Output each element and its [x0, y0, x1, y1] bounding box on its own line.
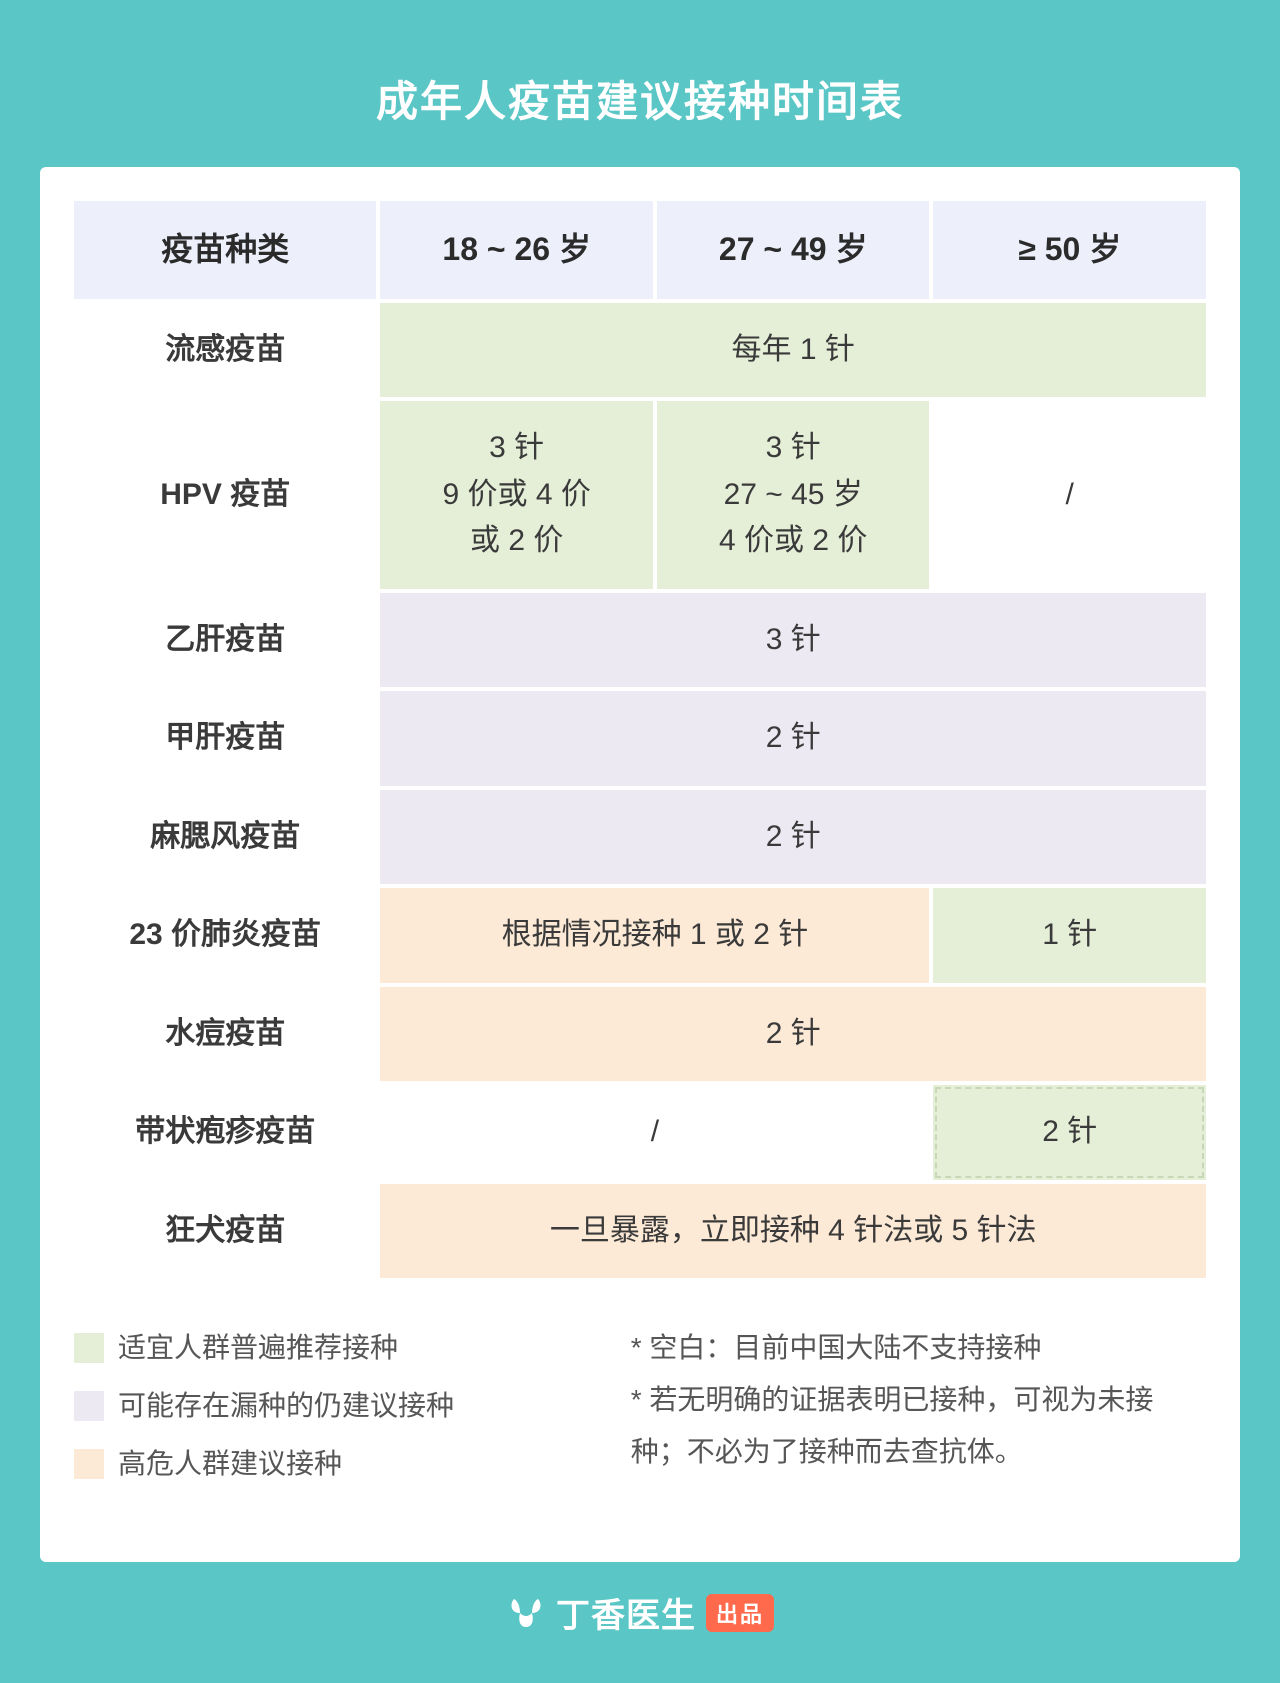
legend-note: * 空白：目前中国大陆不支持接种 — [631, 1322, 1206, 1374]
cell-varicella-all: 2 针 — [380, 987, 1206, 1082]
table-row: 水痘疫苗 2 针 — [74, 987, 1206, 1082]
cell-hepb-all: 3 针 — [380, 593, 1206, 688]
row-label-pneum23: 23 价肺炎疫苗 — [74, 888, 376, 983]
col-header-age3: ≥ 50 岁 — [933, 201, 1206, 299]
brand-name: 丁香医生 — [556, 1588, 696, 1637]
table-row: 乙肝疫苗 3 针 — [74, 593, 1206, 688]
row-label-hepa: 甲肝疫苗 — [74, 691, 376, 786]
cell-hpv-50: / — [933, 401, 1206, 589]
brand-badge: 出品 — [706, 1594, 774, 1632]
cell-hpv-2749: 3 针27 ~ 45 岁4 价或 2 价 — [657, 401, 930, 589]
cell-pneum23-50: 1 针 — [933, 888, 1206, 983]
swatch-purple — [74, 1391, 104, 1421]
legend-label: 适宜人群普遍推荐接种 — [118, 1322, 398, 1374]
row-label-mmr: 麻腮风疫苗 — [74, 790, 376, 885]
legend-label: 可能存在漏种的仍建议接种 — [118, 1380, 454, 1432]
row-label-varicella: 水痘疫苗 — [74, 987, 376, 1082]
legend-label: 高危人群建议接种 — [118, 1438, 342, 1490]
table-row: 狂犬疫苗 一旦暴露，立即接种 4 针法或 5 针法 — [74, 1184, 1206, 1279]
row-label-hpv: HPV 疫苗 — [74, 401, 376, 589]
cell-shingles-under50: / — [380, 1085, 929, 1180]
legend-item: 高危人群建议接种 — [74, 1438, 595, 1490]
legend-notes: * 空白：目前中国大陆不支持接种 * 若无明确的证据表明已接种，可视为未接种；不… — [631, 1322, 1206, 1495]
legend-swatch-list: 适宜人群普遍推荐接种 可能存在漏种的仍建议接种 高危人群建议接种 — [74, 1322, 595, 1495]
row-label-rabies: 狂犬疫苗 — [74, 1184, 376, 1279]
legend-item: 适宜人群普遍推荐接种 — [74, 1322, 595, 1374]
table-row: 麻腮风疫苗 2 针 — [74, 790, 1206, 885]
swatch-orange — [74, 1449, 104, 1479]
cell-rabies-all: 一旦暴露，立即接种 4 针法或 5 针法 — [380, 1184, 1206, 1279]
content-card: 疫苗种类 18 ~ 26 岁 27 ~ 49 岁 ≥ 50 岁 流感疫苗 每年 … — [40, 167, 1240, 1562]
infographic-container: 成年人疫苗建议接种时间表 疫苗种类 18 ~ 26 岁 27 ~ 49 岁 ≥ … — [40, 40, 1240, 1643]
table-row: 流感疫苗 每年 1 针 — [74, 303, 1206, 398]
legend-area: 适宜人群普遍推荐接种 可能存在漏种的仍建议接种 高危人群建议接种 * 空白：目前… — [70, 1322, 1210, 1495]
legend-note: * 若无明确的证据表明已接种，可视为未接种；不必为了接种而去查抗体。 — [631, 1374, 1206, 1478]
legend-item: 可能存在漏种的仍建议接种 — [74, 1380, 595, 1432]
cell-shingles-50: 2 针 — [933, 1085, 1206, 1180]
cell-hpv-1826: 3 针9 价或 4 价或 2 价 — [380, 401, 653, 589]
col-header-type: 疫苗种类 — [74, 201, 376, 299]
col-header-age1: 18 ~ 26 岁 — [380, 201, 653, 299]
cell-flu-all: 每年 1 针 — [380, 303, 1206, 398]
butterfly-icon — [506, 1593, 546, 1633]
cell-mmr-all: 2 针 — [380, 790, 1206, 885]
table-row: 23 价肺炎疫苗 根据情况接种 1 或 2 针 1 针 — [74, 888, 1206, 983]
page-title: 成年人疫苗建议接种时间表 — [40, 40, 1240, 167]
row-label-hepb: 乙肝疫苗 — [74, 593, 376, 688]
col-header-age2: 27 ~ 49 岁 — [657, 201, 930, 299]
vaccine-schedule-table: 疫苗种类 18 ~ 26 岁 27 ~ 49 岁 ≥ 50 岁 流感疫苗 每年 … — [70, 197, 1210, 1282]
cell-pneum23-under50: 根据情况接种 1 或 2 针 — [380, 888, 929, 983]
row-label-shingles: 带状疱疹疫苗 — [74, 1085, 376, 1180]
table-row: 带状疱疹疫苗 / 2 针 — [74, 1085, 1206, 1180]
table-row: HPV 疫苗 3 针9 价或 4 价或 2 价 3 针27 ~ 45 岁4 价或… — [74, 401, 1206, 589]
swatch-green — [74, 1333, 104, 1363]
cell-hepa-all: 2 针 — [380, 691, 1206, 786]
table-row: 甲肝疫苗 2 针 — [74, 691, 1206, 786]
table-header-row: 疫苗种类 18 ~ 26 岁 27 ~ 49 岁 ≥ 50 岁 — [74, 201, 1206, 299]
footer-brand: 丁香医生 出品 — [40, 1562, 1240, 1643]
row-label-flu: 流感疫苗 — [74, 303, 376, 398]
